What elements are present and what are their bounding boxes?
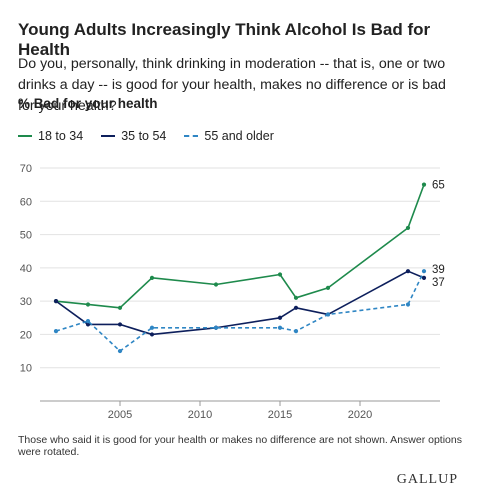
data-point: [149, 332, 155, 337]
data-point: [85, 302, 91, 307]
data-point: [85, 322, 91, 327]
legend-item-18-34: 18 to 34: [18, 129, 83, 143]
footnote: Those who said it is good for your healt…: [18, 434, 462, 458]
y-tick-label: 50: [20, 230, 32, 242]
data-point: [293, 329, 299, 334]
data-point: [117, 348, 123, 354]
axes: 10 20 30 40 50 60 70 2005 2010 2015 2020: [20, 163, 440, 421]
legend-swatch-35-54: [101, 135, 116, 137]
gallup-logo: GALLUP: [396, 472, 458, 487]
series: [53, 182, 427, 354]
x-tick-label: 2010: [188, 409, 212, 421]
end-label: 39: [432, 264, 445, 276]
data-point: [117, 322, 123, 327]
data-point: [325, 312, 331, 317]
series-line-0: [55, 184, 425, 309]
data-point: [53, 299, 59, 304]
series-line-1: [55, 270, 425, 336]
data-point: [421, 275, 427, 280]
data-point: [293, 305, 299, 310]
data-point: [117, 305, 123, 310]
legend-item-35-54: 35 to 54: [101, 129, 166, 143]
x-tick-label: 2005: [108, 409, 132, 421]
legend: 18 to 34 35 to 54 55 and older: [18, 129, 292, 143]
data-point: [149, 325, 155, 330]
end-label: 37: [432, 277, 445, 289]
y-tick-label: 60: [20, 196, 32, 208]
x-tick-label: 2015: [268, 409, 292, 421]
y-tick-label: 40: [20, 263, 32, 275]
grid: [40, 167, 440, 369]
data-point: [421, 269, 427, 274]
data-point: [325, 285, 331, 290]
y-tick-label: 30: [20, 296, 32, 308]
data-point: [277, 315, 283, 320]
legend-swatch-18-34: [18, 135, 32, 137]
legend-label-35-54: 35 to 54: [121, 129, 167, 143]
legend-item-55-plus: 55 and older: [184, 129, 274, 143]
y-tick-label: 10: [20, 363, 32, 375]
data-point: [277, 325, 283, 330]
data-point: [213, 282, 219, 287]
legend-label-55-plus: 55 and older: [204, 129, 274, 143]
measure-label: % Bad for your health: [18, 96, 158, 111]
data-point: [277, 272, 283, 277]
data-point: [213, 325, 219, 330]
data-point: [85, 319, 91, 324]
legend-label-18-34: 18 to 34: [38, 129, 84, 143]
data-point: [293, 295, 299, 300]
data-point: [405, 269, 411, 274]
y-tick-label: 20: [20, 329, 32, 341]
end-label: 65: [432, 180, 445, 192]
x-tick-label: 2020: [348, 409, 372, 421]
series-line-2: [55, 270, 425, 352]
chart-subtitle: Do you, personally, think drinking in mo…: [18, 56, 446, 114]
data-point: [405, 225, 411, 231]
data-point: [421, 182, 427, 187]
chart-title: Young Adults Increasingly Think Alcohol …: [18, 20, 431, 59]
data-point: [149, 275, 155, 280]
data-point: [53, 329, 59, 334]
data-point: [405, 302, 411, 307]
legend-swatch-55-plus: [184, 135, 199, 137]
y-tick-label: 70: [20, 163, 32, 175]
